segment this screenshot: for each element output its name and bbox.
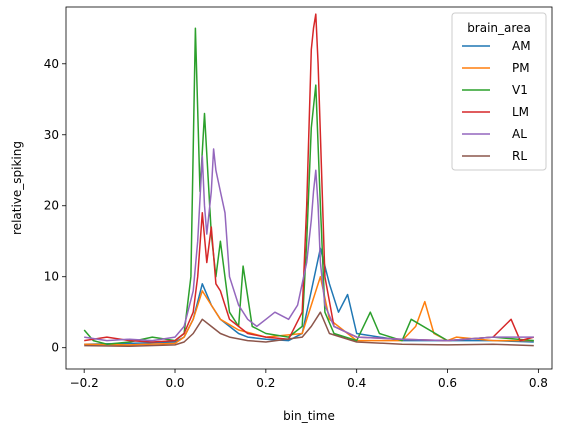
legend: brain_area AM PM V1 LM AL RL bbox=[451, 12, 547, 171]
legend-label-pm: PM bbox=[512, 61, 530, 75]
series-line-rl bbox=[84, 311, 534, 348]
legend-label-lm: LM bbox=[512, 105, 529, 119]
legend-title: brain_area bbox=[467, 21, 531, 35]
x-tick-label: −0.2 bbox=[70, 376, 99, 390]
y-tick-label: 0 bbox=[51, 341, 59, 355]
x-tick-label: 0.8 bbox=[529, 376, 548, 390]
x-axis-label: bin_time bbox=[283, 409, 335, 423]
y-tick-label: 40 bbox=[44, 57, 59, 71]
series-lines bbox=[83, 13, 534, 348]
x-tick-label: 0.6 bbox=[438, 376, 457, 390]
legend-box bbox=[451, 12, 547, 171]
y-tick-label: 10 bbox=[44, 270, 59, 284]
legend-label-rl: RL bbox=[512, 149, 527, 163]
x-tick-label: 0.2 bbox=[256, 376, 275, 390]
x-axis-ticks: −0.2 0.0 0.2 0.4 0.6 0.8 bbox=[70, 369, 548, 390]
y-axis-ticks: 0 10 20 30 40 bbox=[44, 57, 66, 355]
y-tick-label: 20 bbox=[44, 199, 59, 213]
y-tick-label: 30 bbox=[44, 128, 59, 142]
series-line-al bbox=[84, 148, 534, 342]
plot-frame bbox=[65, 6, 553, 370]
legend-label-v1: V1 bbox=[512, 83, 528, 97]
x-tick-label: 0.0 bbox=[165, 376, 184, 390]
legend-items: AM PM V1 LM AL RL bbox=[462, 39, 531, 163]
legend-label-am: AM bbox=[512, 39, 531, 53]
x-tick-label: 0.4 bbox=[347, 376, 366, 390]
legend-label-al: AL bbox=[512, 127, 527, 141]
y-axis-label: relative_spiking bbox=[10, 141, 24, 235]
